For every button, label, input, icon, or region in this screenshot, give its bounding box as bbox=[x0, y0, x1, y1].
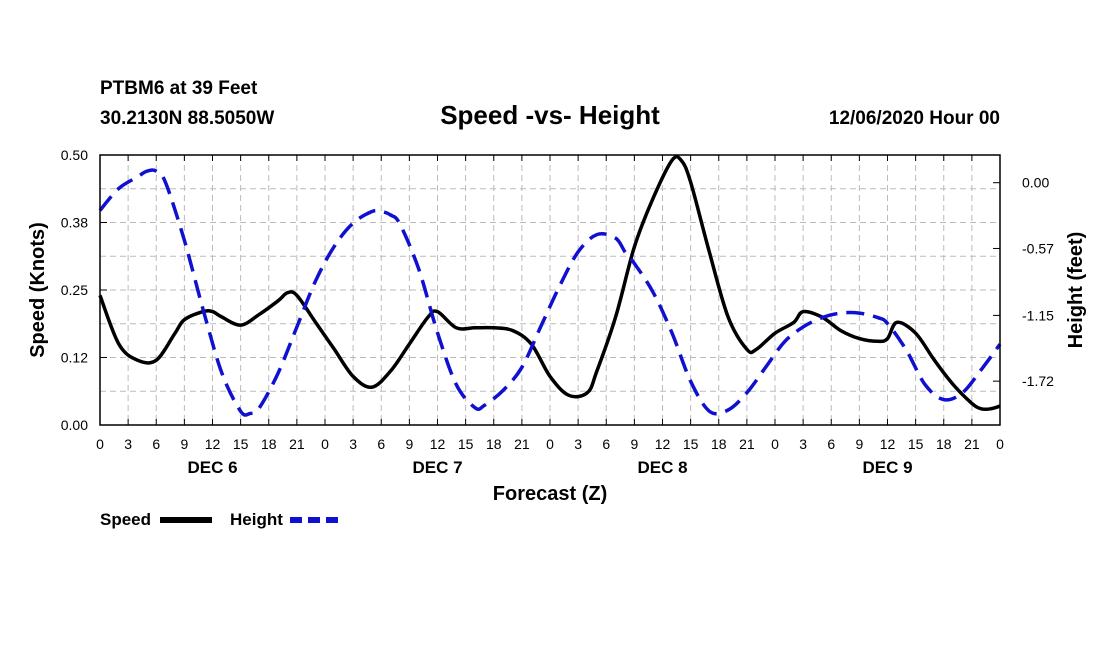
y-tick-label: 0.00 bbox=[61, 417, 88, 433]
x-tick-label: 6 bbox=[602, 436, 610, 452]
y-axis-label: Speed (Knots) bbox=[27, 222, 49, 358]
x-tick-label: 15 bbox=[683, 436, 699, 452]
x-tick-label: 0 bbox=[321, 436, 329, 452]
legend: Speed Height bbox=[100, 510, 342, 529]
x-tick-label: 21 bbox=[514, 436, 530, 452]
x-tick-label: 6 bbox=[377, 436, 385, 452]
x-tick-label: 12 bbox=[205, 436, 221, 452]
x-tick-label: 3 bbox=[574, 436, 582, 452]
day-label: DEC 6 bbox=[187, 458, 237, 477]
x-tick-label: 9 bbox=[855, 436, 863, 452]
x-tick-label: 15 bbox=[233, 436, 249, 452]
y-tick-label: 0.25 bbox=[61, 282, 88, 298]
x-tick-label: 9 bbox=[630, 436, 638, 452]
x-tick-label: 12 bbox=[655, 436, 671, 452]
series-line-height bbox=[98, 168, 1002, 417]
y2-tick-label: 0.00 bbox=[1022, 175, 1049, 191]
y-tick-label: 0.50 bbox=[61, 147, 88, 163]
x-tick-label: 12 bbox=[430, 436, 446, 452]
y-tick-label: 0.12 bbox=[61, 350, 88, 366]
x-tick-label: 3 bbox=[799, 436, 807, 452]
y-tick-label: 0.38 bbox=[61, 215, 88, 231]
day-label: DEC 8 bbox=[637, 458, 687, 477]
x-tick-label: 0 bbox=[771, 436, 779, 452]
x-tick-label: 15 bbox=[908, 436, 924, 452]
datetime-label: 12/06/2020 Hour 00 bbox=[829, 108, 1000, 129]
x-tick-label: 9 bbox=[180, 436, 188, 452]
x-tick-label: 0 bbox=[96, 436, 104, 452]
x-tick-label: 6 bbox=[152, 436, 160, 452]
x-axis-label: Forecast (Z) bbox=[493, 483, 607, 505]
x-tick-label: 3 bbox=[349, 436, 357, 452]
legend-label-height: Height bbox=[230, 510, 283, 529]
x-tick-label: 18 bbox=[711, 436, 727, 452]
y2-tick-label: -1.72 bbox=[1022, 373, 1054, 389]
day-label: DEC 9 bbox=[862, 458, 912, 477]
x-tick-label: 12 bbox=[880, 436, 896, 452]
y2-tick-labels: 0.00 -0.57 -1.15 -1.72 bbox=[1022, 175, 1054, 389]
y2-tick-label: -1.15 bbox=[1022, 307, 1054, 323]
x-tick-label: 21 bbox=[289, 436, 305, 452]
x-tick-label: 9 bbox=[405, 436, 413, 452]
axis-ticks bbox=[99, 154, 1001, 426]
x-tick-label: 21 bbox=[964, 436, 980, 452]
chart-title: Speed -vs- Height bbox=[440, 100, 660, 130]
x-tick-label: 0 bbox=[546, 436, 554, 452]
x-tick-label: 0 bbox=[996, 436, 1004, 452]
station-label: PTBM6 at 39 Feet bbox=[100, 78, 258, 99]
day-labels: DEC 6 DEC 7 DEC 8 DEC 9 bbox=[187, 458, 912, 477]
series-layer bbox=[98, 154, 1002, 417]
x-tick-label: 15 bbox=[458, 436, 474, 452]
y2-axis-label: Height (feet) bbox=[1065, 232, 1087, 349]
x-tick-label: 6 bbox=[827, 436, 835, 452]
x-tick-label: 21 bbox=[739, 436, 755, 452]
x-tick-label: 3 bbox=[124, 436, 132, 452]
day-label: DEC 7 bbox=[412, 458, 462, 477]
grid-lines bbox=[100, 155, 1000, 425]
series-line-speed bbox=[98, 154, 1001, 412]
x-tick-label: 18 bbox=[261, 436, 277, 452]
coordinates-label: 30.2130N 88.5050W bbox=[100, 108, 274, 129]
y-tick-labels: 0.00 0.12 0.25 0.38 0.50 bbox=[61, 147, 88, 433]
x-tick-labels: 0 3 6 9 12 15 18 21 0 3 6 9 12 15 18 21 0 3 6 9 12 15 18 21 0 3 6 9… bbox=[96, 436, 1004, 452]
x-tick-label: 18 bbox=[486, 436, 502, 452]
y2-tick-label: -0.57 bbox=[1022, 240, 1054, 256]
legend-label-speed: Speed bbox=[100, 510, 151, 529]
x-tick-label: 18 bbox=[936, 436, 952, 452]
